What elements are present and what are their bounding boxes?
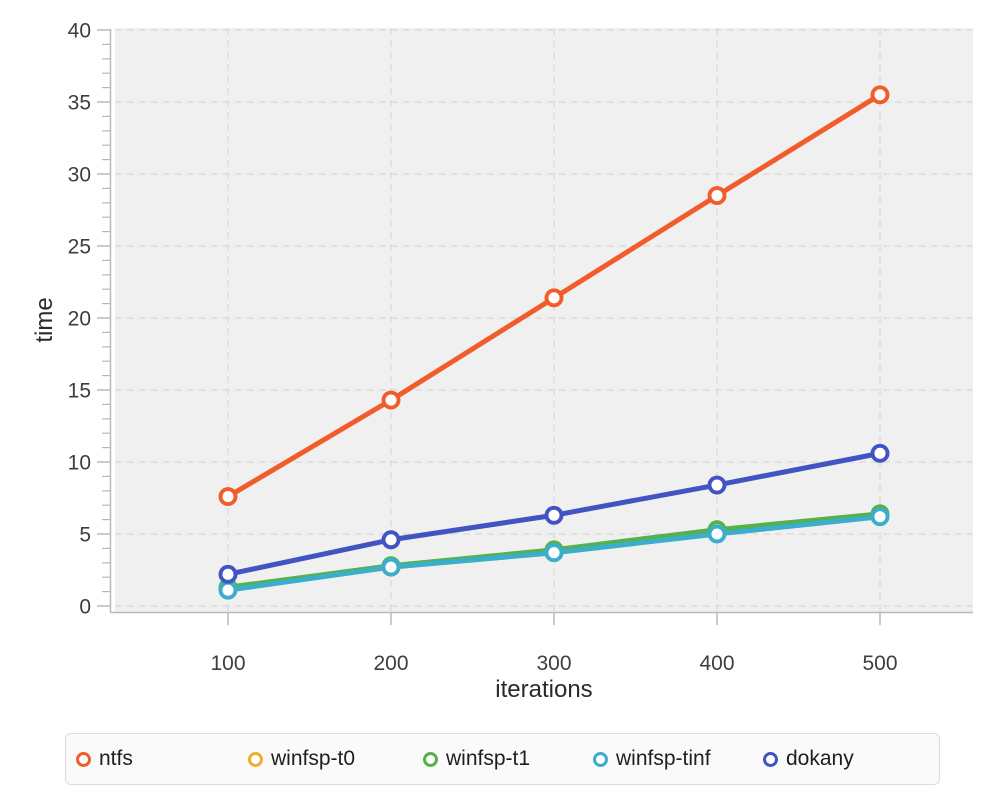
legend-item-dokany: dokany — [763, 734, 854, 784]
y-axis-title: time — [31, 297, 58, 342]
svg-text:30: 30 — [68, 163, 91, 186]
data-point-marker — [870, 85, 890, 105]
svg-text:200: 200 — [373, 652, 408, 675]
line-chart: 0 5 10 15 20 25 30 35 40 100 200 300 400 500 iteratio… — [31, 19, 973, 703]
svg-text:0: 0 — [79, 595, 91, 618]
chart-legend: ntfs winfsp-t0 winfsp-t1 winfsp-tinf dokany — [65, 733, 940, 785]
x-axis-tick-labels: 100 200 300 400 500 — [210, 652, 897, 675]
data-point-marker — [381, 390, 401, 410]
series-dokany — [218, 443, 890, 584]
data-point-marker — [381, 557, 401, 577]
plot-area: 0 5 10 15 20 25 30 35 40 100 200 300 400 500 — [68, 19, 973, 675]
svg-text:400: 400 — [699, 652, 734, 675]
data-point-marker — [707, 475, 727, 495]
svg-text:15: 15 — [68, 379, 91, 402]
legend-item-label: ntfs — [99, 747, 133, 770]
data-point-marker — [544, 543, 564, 563]
legend-item-label: winfsp-t1 — [446, 747, 531, 770]
legend-marker-icon — [593, 751, 608, 767]
legend-item-ntfs: ntfs — [76, 734, 133, 784]
data-point-marker — [707, 524, 727, 544]
legend-item-winfsp-t0: winfsp-t0 — [248, 734, 355, 784]
legend-marker-icon — [248, 751, 263, 767]
data-point-marker — [544, 505, 564, 525]
svg-text:500: 500 — [862, 652, 897, 675]
series-ntfs — [218, 85, 890, 507]
y-axis-tick-labels: 0 5 10 15 20 25 30 35 40 — [68, 19, 91, 618]
svg-text:40: 40 — [68, 19, 91, 42]
legend-item-label: dokany — [786, 747, 854, 770]
data-point-marker — [381, 530, 401, 550]
legend-marker-icon — [423, 751, 438, 767]
y-axis — [97, 29, 112, 613]
legend-item-label: winfsp-tinf — [616, 747, 711, 770]
data-point-marker — [870, 507, 890, 527]
svg-text:10: 10 — [68, 451, 91, 474]
data-point-marker — [544, 288, 564, 308]
x-axis — [110, 611, 973, 625]
svg-text:20: 20 — [68, 307, 91, 330]
data-point-marker — [218, 580, 238, 600]
x-axis-title: iterations — [495, 676, 592, 703]
data-point-marker — [218, 487, 238, 507]
data-point-marker — [870, 443, 890, 463]
svg-text:300: 300 — [536, 652, 571, 675]
legend-item-label: winfsp-t0 — [271, 747, 356, 770]
svg-text:25: 25 — [68, 235, 91, 258]
legend-item-winfsp-tinf: winfsp-tinf — [593, 734, 711, 784]
legend-marker-icon — [76, 751, 91, 767]
svg-text:35: 35 — [68, 91, 91, 114]
data-point-marker — [218, 564, 238, 584]
svg-text:100: 100 — [210, 652, 245, 675]
data-point-marker — [707, 186, 727, 206]
legend-item-winfsp-t1: winfsp-t1 — [423, 734, 530, 784]
series-winfsp-tinf — [218, 507, 890, 600]
legend-marker-icon — [763, 751, 778, 767]
svg-text:5: 5 — [79, 523, 91, 546]
